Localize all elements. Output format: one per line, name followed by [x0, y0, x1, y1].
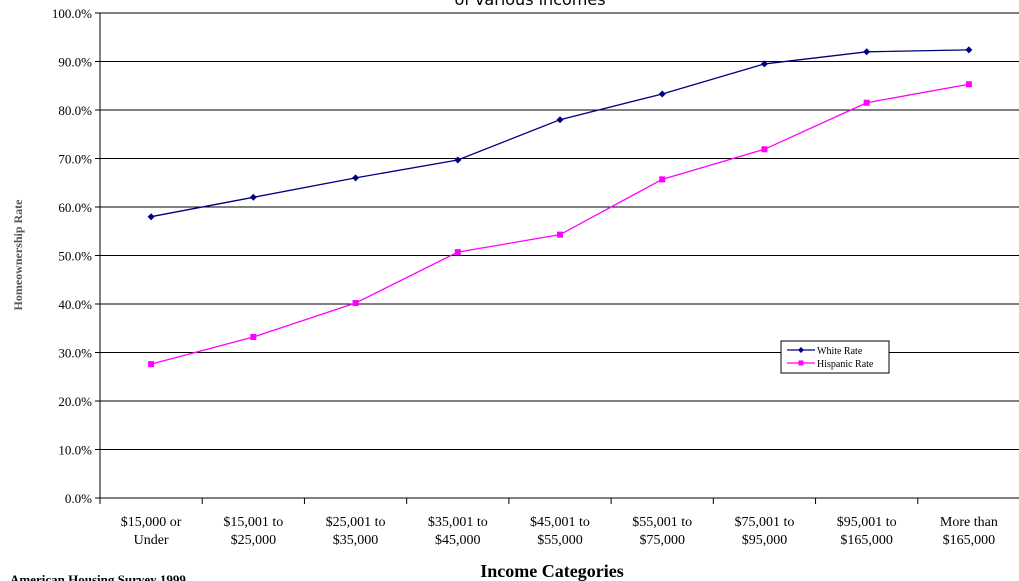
x-tick-label-line: More than [940, 515, 998, 530]
series-white-rate [147, 46, 973, 221]
x-tick-label-line: $45,001 to [530, 515, 590, 530]
data-point [863, 48, 871, 56]
data-point [761, 146, 768, 153]
data-point [659, 176, 666, 183]
x-tick-label: $75,001 to $95,000 [734, 515, 794, 548]
x-axis-ticks: $15,000 or Under $15,001 to $25,000 $25,001 … [99, 498, 998, 548]
series-layer [147, 46, 973, 368]
x-tick-label-line: $165,000 [943, 533, 996, 548]
y-tick-label: 60.0% [58, 200, 92, 215]
series-line [150, 83, 970, 365]
data-point [965, 46, 973, 54]
x-tick-label-line: $35,000 [333, 533, 379, 548]
x-axis-label: Income Categories [480, 561, 623, 581]
x-tick-label-line: $35,001 to [428, 515, 488, 530]
y-tick-label: 30.0% [58, 346, 92, 361]
source-footnote: American Housing Survey 1999 [10, 572, 186, 581]
series-hispanic-rate [148, 81, 972, 368]
x-tick-label-line: $95,001 to [837, 515, 897, 530]
x-tick-label-line: $15,000 or [121, 515, 182, 530]
data-point [557, 231, 563, 238]
x-tick-label-line: Under [134, 533, 169, 548]
y-tick-label: 40.0% [58, 297, 92, 312]
x-tick-label: $55,001 to $75,000 [632, 515, 692, 548]
y-tick-label: 70.0% [58, 152, 92, 167]
x-tick-label: More than $165,000 [940, 515, 998, 548]
chart-title: of various incomes [454, 0, 605, 9]
x-tick-label-line: $25,000 [231, 533, 277, 548]
data-point [352, 174, 360, 182]
data-point [454, 249, 461, 256]
legend-label: White Rate [817, 346, 863, 357]
y-tick-label: 90.0% [58, 55, 92, 70]
legend: White Rate Hispanic Rate [780, 340, 890, 374]
x-tick-label: $95,001 to $165,000 [837, 515, 897, 548]
x-tick-label-line: $55,001 to [632, 515, 692, 530]
data-point [148, 361, 155, 368]
y-tick-label: 0.0% [65, 491, 92, 506]
legend-swatch-marker [798, 347, 804, 353]
gridlines [100, 61, 1019, 450]
x-tick-label-line: $45,000 [435, 533, 481, 548]
data-point [658, 90, 666, 98]
x-tick-label-line: $55,000 [537, 533, 583, 548]
data-point [760, 60, 768, 68]
data-point [454, 156, 462, 164]
x-tick-label: $25,001 to $35,000 [326, 515, 386, 548]
legend-swatch-marker [798, 360, 804, 366]
y-axis-ticks: 0.0% 10.0% 20.0% 30.0% 40.0% 50.0% 60.0% 70.0% 8… [52, 6, 100, 506]
x-tick-label-line: $95,000 [742, 533, 788, 548]
y-tick-label: 100.0% [52, 6, 92, 21]
data-point [863, 99, 870, 106]
y-tick-label: 10.0% [58, 443, 92, 458]
y-tick-label: 80.0% [58, 103, 92, 118]
x-tick-label: $35,001 to $45,000 [428, 515, 488, 548]
series-line [150, 49, 969, 218]
data-point [556, 116, 564, 124]
data-point [965, 81, 972, 88]
y-tick-label: 50.0% [58, 249, 92, 264]
y-tick-label: 20.0% [58, 394, 92, 409]
data-point [147, 213, 155, 221]
x-tick-label-line: $165,000 [840, 533, 893, 548]
data-point [249, 193, 257, 201]
x-tick-label: $45,001 to $55,000 [530, 515, 590, 548]
x-tick-label-line: $15,001 to [223, 515, 283, 530]
data-point [352, 300, 359, 307]
x-tick-label: $15,000 or Under [121, 515, 182, 548]
x-tick-label-line: $25,001 to [326, 515, 386, 530]
x-tick-label-line: $75,000 [639, 533, 685, 548]
data-point [250, 333, 257, 340]
legend-box [780, 340, 890, 374]
legend-label: Hispanic Rate [817, 359, 874, 370]
x-tick-label-line: $75,001 to [734, 515, 794, 530]
y-axis-label: Homeownership Rate [11, 199, 25, 311]
x-tick-label: $15,001 to $25,000 [223, 515, 283, 548]
